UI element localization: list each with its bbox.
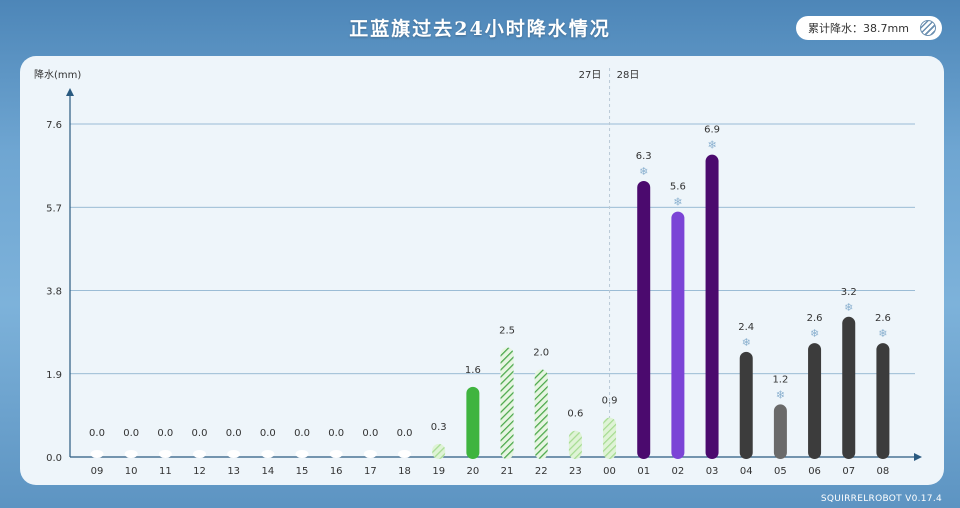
data-label: 0.6	[567, 409, 583, 420]
x-tick-label: 10	[125, 466, 138, 477]
bar	[568, 430, 582, 459]
x-tick-label: 11	[159, 466, 172, 477]
data-label: 0.0	[260, 428, 276, 439]
bar	[808, 343, 822, 459]
bar	[432, 443, 446, 459]
x-tick-label: 03	[706, 466, 719, 477]
bar	[842, 316, 856, 459]
snowflake-icon: ❄	[707, 139, 716, 152]
y-axis-label: 降水(mm)	[34, 68, 81, 81]
data-label: 2.0	[533, 347, 549, 358]
x-tick-label: 08	[877, 466, 890, 477]
x-tick-label: 22	[535, 466, 548, 477]
snowflake-icon: ❄	[639, 165, 648, 178]
bar	[739, 351, 753, 459]
x-tick-label: 00	[603, 466, 616, 477]
bar	[158, 450, 172, 458]
snowflake-icon: ❄	[878, 327, 887, 340]
data-label: 0.9	[602, 396, 618, 407]
y-axis-arrow	[66, 88, 74, 96]
x-tick-label: 05	[774, 466, 787, 477]
data-label: 2.5	[499, 325, 515, 336]
snowflake-icon: ❄	[776, 388, 785, 401]
x-tick-label: 01	[637, 466, 650, 477]
data-label: 0.0	[328, 428, 344, 439]
bar	[261, 450, 275, 458]
bar	[90, 450, 104, 458]
x-tick-label: 06	[808, 466, 821, 477]
x-tick-label: 19	[432, 466, 445, 477]
bar	[500, 347, 514, 459]
y-tick-label: 1.9	[46, 370, 62, 381]
bar	[705, 154, 719, 459]
snowflake-icon: ❄	[742, 336, 751, 349]
bar	[671, 211, 685, 459]
y-tick-label: 7.6	[46, 120, 62, 131]
snowflake-icon: ❄	[810, 327, 819, 340]
data-label: 6.3	[636, 151, 652, 162]
data-label: 2.6	[875, 313, 891, 324]
data-label: 1.2	[772, 374, 788, 385]
data-label: 0.0	[157, 428, 173, 439]
x-tick-label: 16	[330, 466, 343, 477]
snowflake-icon: ❄	[673, 196, 682, 209]
x-tick-label: 21	[501, 466, 514, 477]
x-tick-label: 12	[193, 466, 206, 477]
bar	[773, 404, 787, 459]
data-label: 5.6	[670, 182, 686, 193]
x-tick-label: 02	[672, 466, 685, 477]
bar	[466, 386, 480, 459]
bar	[295, 450, 309, 458]
data-label: 0.0	[294, 428, 310, 439]
data-label: 3.2	[841, 287, 857, 298]
bar	[637, 180, 651, 460]
data-label: 0.0	[226, 428, 242, 439]
x-tick-label: 04	[740, 466, 753, 477]
data-label: 0.0	[89, 428, 105, 439]
snowflake-icon: ❄	[844, 301, 853, 314]
bar	[534, 369, 548, 459]
data-label: 2.4	[738, 322, 754, 333]
bar	[124, 450, 138, 458]
footer-version: SQUIRRELROBOT V0.17.4	[820, 494, 942, 504]
data-label: 0.0	[397, 428, 413, 439]
bar	[398, 450, 412, 458]
day-label-28: 28日	[617, 70, 640, 81]
data-label: 1.6	[465, 365, 481, 376]
x-tick-label: 14	[261, 466, 274, 477]
x-tick-label: 13	[227, 466, 240, 477]
y-tick-label: 3.8	[46, 287, 62, 298]
x-tick-label: 18	[398, 466, 411, 477]
data-label: 0.3	[431, 422, 447, 433]
x-axis-arrow	[914, 453, 922, 461]
x-tick-label: 20	[467, 466, 480, 477]
x-tick-label: 07	[842, 466, 855, 477]
total-precipitation-label: 累计降水：38.7mm	[808, 22, 909, 35]
x-tick-label: 15	[296, 466, 309, 477]
bar	[603, 417, 617, 459]
data-label: 6.9	[704, 125, 720, 136]
y-tick-label: 0.0	[46, 453, 62, 464]
rain-drizzle-icon	[920, 20, 936, 36]
bar	[329, 450, 343, 458]
bar	[193, 450, 207, 458]
data-label: 0.0	[192, 428, 208, 439]
day-label-27: 27日	[579, 70, 602, 81]
y-tick-label: 5.7	[46, 203, 62, 214]
bar	[363, 450, 377, 458]
chart-panel	[20, 56, 944, 485]
x-tick-label: 17	[364, 466, 377, 477]
data-label: 0.0	[362, 428, 378, 439]
x-tick-label: 23	[569, 466, 582, 477]
x-tick-label: 09	[91, 466, 104, 477]
total-precipitation-badge: 累计降水：38.7mm	[796, 16, 942, 40]
data-label: 2.6	[807, 313, 823, 324]
bar	[227, 450, 241, 458]
bar	[876, 343, 890, 459]
data-label: 0.0	[123, 428, 139, 439]
page-title: 正蓝旗过去24小时降水情况	[349, 18, 611, 40]
